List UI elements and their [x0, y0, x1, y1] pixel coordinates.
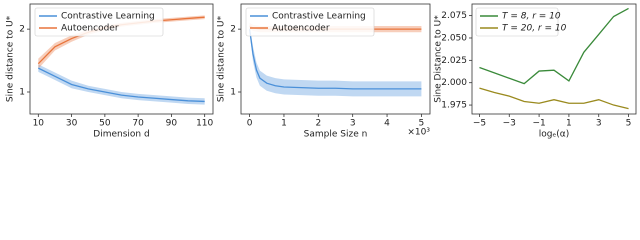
x-tick-label: 3	[350, 119, 356, 129]
plot-frame	[471, 3, 637, 115]
legend-box	[34, 7, 164, 37]
y-tick-label: 2.025	[441, 56, 467, 66]
y-axis-label: Sine distance to U*	[6, 15, 16, 102]
y-tick-label: 2	[19, 25, 25, 35]
subplot: 10 30 50 70 90 110 1 2 Dimension d Sine distance …	[6, 3, 214, 140]
x-tick-label: 1	[281, 119, 287, 129]
plot-frame	[240, 3, 431, 115]
x-tick-label: −1	[532, 119, 545, 129]
y-tick-label: 1	[230, 88, 236, 98]
series-line	[38, 67, 205, 103]
y-tick-label: 2.050	[441, 33, 467, 43]
x-tick-label: 10	[33, 119, 45, 129]
x-tick-label: 70	[132, 119, 144, 129]
subplot: −5 −3 −1 1 3 5 1.975 2.000 2.025 2.050 2.075 logₑ(α…	[434, 3, 637, 140]
y-axis-label: Sine Distance to U*	[434, 15, 444, 103]
y-tick-label: 1	[19, 88, 25, 98]
legend-box	[475, 7, 559, 37]
legend-label: T = 8, r = 10	[502, 12, 561, 22]
y-tick-label: 2.000	[441, 78, 467, 88]
x-tick-label: 0	[247, 119, 253, 129]
legend-label: Contrastive Learning	[272, 12, 366, 22]
legend-label: Autoencoder	[272, 24, 330, 34]
legend-box	[245, 7, 375, 37]
y-tick-label: 2	[230, 25, 236, 35]
x-axis-label: Sample Size n	[304, 130, 368, 140]
y-tick-label: 2.075	[441, 11, 467, 21]
series-line	[248, 29, 422, 90]
x-tick-label: 2	[315, 119, 321, 129]
x-tick-label: 5	[626, 119, 632, 129]
y-axis-label: Sine distance to U*	[217, 15, 227, 102]
x-tick-label: −5	[473, 119, 486, 129]
legend-label: Autoencoder	[61, 24, 119, 34]
x-tick-label: 5	[419, 119, 425, 129]
x-multiplier: ×10³	[407, 128, 430, 138]
x-tick-label: 4	[384, 119, 390, 129]
series-line	[479, 87, 629, 110]
x-tick-label: 1	[566, 119, 572, 129]
x-tick-label: 30	[66, 119, 78, 129]
x-tick-label: 90	[166, 119, 178, 129]
y-tick-label: 1.975	[441, 101, 467, 111]
x-axis-label: logₑ(α)	[539, 130, 569, 140]
series-line	[479, 7, 629, 85]
legend-label: Contrastive Learning	[61, 12, 155, 22]
x-tick-label: 110	[196, 119, 213, 129]
x-tick-label: −3	[503, 119, 516, 129]
x-axis-label: Dimension d	[93, 130, 149, 140]
x-tick-label: 50	[99, 119, 111, 129]
legend-label: T = 20, r = 10	[502, 24, 567, 34]
plot-frame	[29, 3, 214, 115]
error-band	[38, 64, 205, 105]
x-tick-label: 3	[596, 119, 602, 129]
